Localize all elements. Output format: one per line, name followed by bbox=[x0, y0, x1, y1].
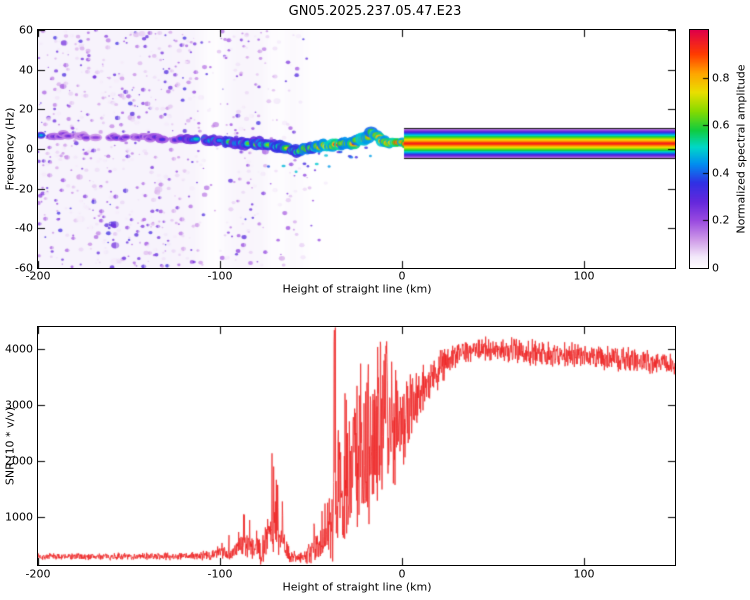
spec-ytick-label: -60 bbox=[15, 261, 33, 275]
snr-xtick-label: 0 bbox=[398, 567, 406, 581]
colorbar-tick-label: 0.4 bbox=[712, 166, 730, 180]
spec-xtick-label: -100 bbox=[207, 269, 233, 283]
colorbar-canvas bbox=[690, 30, 708, 268]
spec-xtick-label: 0 bbox=[398, 269, 406, 283]
colorbar-label: Normalized spectral amplitude bbox=[734, 64, 748, 234]
spectrogram-frame bbox=[37, 29, 676, 269]
snr-xtick-label: -100 bbox=[207, 567, 233, 581]
spec-ytick-label: 0 bbox=[26, 142, 33, 156]
snr-canvas bbox=[38, 327, 675, 565]
colorbar-tick-label: 0 bbox=[712, 261, 719, 275]
colorbar-frame bbox=[689, 29, 709, 269]
spectrogram-y-axis-label: Frequency (Hz) bbox=[3, 107, 17, 191]
snr-ytick-label: 3000 bbox=[5, 398, 33, 412]
snr-ytick-label: 1000 bbox=[5, 510, 33, 524]
snr-ytick-label: 2000 bbox=[5, 454, 33, 468]
colorbar-tick-label: 0.8 bbox=[712, 71, 730, 85]
spec-ytick-label: -20 bbox=[15, 182, 33, 196]
snr-x-axis-label: Height of straight line (km) bbox=[282, 580, 432, 594]
figure-title: GN05.2025.237.05.47.E23 bbox=[288, 4, 462, 19]
spec-ytick-label: -40 bbox=[15, 221, 33, 235]
spectrogram-canvas bbox=[38, 30, 675, 268]
spec-ytick-label: 40 bbox=[19, 63, 33, 77]
spectrogram-x-axis-label: Height of straight line (km) bbox=[282, 282, 432, 296]
snr-y-axis-label: SNR (10 * v/v) bbox=[3, 406, 17, 486]
colorbar-tick-label: 0.2 bbox=[712, 213, 730, 227]
spec-xtick-label: 100 bbox=[573, 269, 595, 283]
spec-ytick-label: 60 bbox=[19, 23, 33, 37]
snr-frame bbox=[37, 326, 676, 566]
snr-ytick-label: 4000 bbox=[5, 342, 33, 356]
spec-ytick-label: 20 bbox=[19, 102, 33, 116]
spec-xtick-label: -200 bbox=[25, 269, 51, 283]
snr-xtick-label: 100 bbox=[573, 567, 595, 581]
snr-xtick-label: -200 bbox=[25, 567, 51, 581]
colorbar-tick-label: 0.6 bbox=[712, 118, 730, 132]
